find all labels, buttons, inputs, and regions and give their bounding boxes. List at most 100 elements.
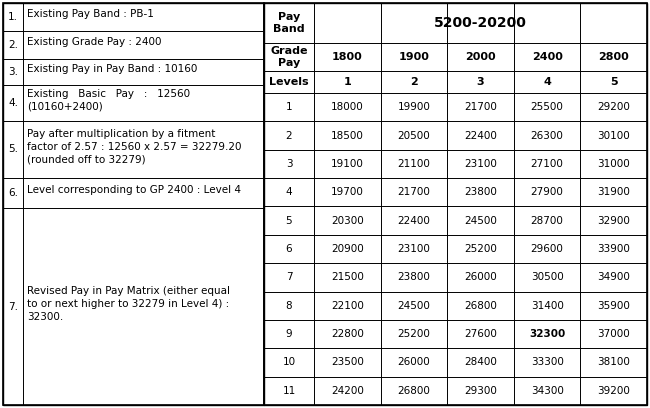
Text: 32300: 32300 [529,329,566,339]
Text: to or next higher to 32279 in Level 4) :: to or next higher to 32279 in Level 4) : [27,299,229,309]
Text: 5200-20200: 5200-20200 [434,16,527,30]
Text: Revised Pay in Pay Matrix (either equal: Revised Pay in Pay Matrix (either equal [27,286,230,296]
Text: 24200: 24200 [331,386,364,396]
Text: 19100: 19100 [331,159,364,169]
Text: Existing   Basic   Pay   :   12560: Existing Basic Pay : 12560 [27,89,190,99]
Text: 33300: 33300 [530,357,564,368]
Text: 21500: 21500 [331,273,364,282]
Text: 9: 9 [286,329,292,339]
Text: 27100: 27100 [530,159,564,169]
Text: 18500: 18500 [331,131,364,140]
Text: 2: 2 [410,77,418,87]
Text: 23100: 23100 [397,244,430,254]
Text: 4: 4 [543,77,551,87]
Text: 23500: 23500 [331,357,364,368]
Text: 24500: 24500 [397,301,430,311]
Text: 29200: 29200 [597,102,630,112]
Text: 21700: 21700 [464,102,497,112]
Bar [514,320,580,348]
Text: 5: 5 [610,77,617,87]
Text: 31000: 31000 [597,159,630,169]
Text: 31900: 31900 [597,187,630,197]
Text: 22400: 22400 [397,216,430,226]
Text: 24500: 24500 [464,216,497,226]
Text: 26300: 26300 [530,131,564,140]
Text: 26000: 26000 [398,357,430,368]
Text: 20500: 20500 [398,131,430,140]
Text: 1: 1 [286,102,292,112]
Text: 7: 7 [286,273,292,282]
Text: Grade
Pay: Grade Pay [270,46,307,68]
Text: factor of 2.57 : 12560 x 2.57 = 32279.20: factor of 2.57 : 12560 x 2.57 = 32279.20 [27,142,242,152]
Text: 30500: 30500 [531,273,564,282]
Text: Existing Grade Pay : 2400: Existing Grade Pay : 2400 [27,38,161,47]
Text: 28700: 28700 [530,216,564,226]
Text: 2.: 2. [8,40,18,50]
Text: 38100: 38100 [597,357,630,368]
Text: Existing Pay in Pay Band : 10160: Existing Pay in Pay Band : 10160 [27,64,198,74]
Text: 28400: 28400 [464,357,497,368]
Bar [3,3,264,405]
Text: Level corresponding to GP 2400 : Level 4: Level corresponding to GP 2400 : Level 4 [27,185,241,195]
Text: 35900: 35900 [597,301,630,311]
Text: 5.: 5. [8,144,18,155]
Text: 34300: 34300 [530,386,564,396]
Text: 29300: 29300 [464,386,497,396]
Text: 11: 11 [282,386,296,396]
Text: 23800: 23800 [397,273,430,282]
Text: 6: 6 [286,244,292,254]
Text: 5: 5 [286,216,292,226]
Text: 23800: 23800 [464,187,497,197]
Text: 10: 10 [283,357,296,368]
Text: 1.: 1. [8,12,18,22]
Text: 1800: 1800 [332,52,363,62]
Text: 31400: 31400 [530,301,564,311]
Text: 2400: 2400 [532,52,562,62]
Text: 33900: 33900 [597,244,630,254]
Text: 37000: 37000 [597,329,630,339]
Text: 25500: 25500 [530,102,564,112]
Text: 20900: 20900 [331,244,364,254]
Text: 7.: 7. [8,302,18,311]
Text: 21100: 21100 [397,159,430,169]
Text: 3: 3 [476,77,484,87]
Text: Pay after multiplication by a fitment: Pay after multiplication by a fitment [27,129,215,139]
Text: 4.: 4. [8,98,18,108]
Text: 18000: 18000 [331,102,364,112]
Text: 22400: 22400 [464,131,497,140]
Text: 2000: 2000 [465,52,496,62]
Text: 29600: 29600 [530,244,564,254]
Text: 26800: 26800 [464,301,497,311]
Text: 1: 1 [343,77,351,87]
Text: 4: 4 [286,187,292,197]
Text: 22800: 22800 [331,329,364,339]
Text: 6.: 6. [8,188,18,198]
Bar [264,3,647,405]
Text: 27900: 27900 [530,187,564,197]
Text: 25200: 25200 [397,329,430,339]
Text: 19900: 19900 [397,102,430,112]
Text: 3.: 3. [8,67,18,77]
Text: 19700: 19700 [331,187,364,197]
Text: 32300.: 32300. [27,312,63,322]
Text: 21700: 21700 [397,187,430,197]
Text: 34900: 34900 [597,273,630,282]
Text: 2800: 2800 [599,52,629,62]
Text: 32900: 32900 [597,216,630,226]
Text: 3: 3 [286,159,292,169]
Text: 23100: 23100 [464,159,497,169]
Text: 25200: 25200 [464,244,497,254]
Bar [3,3,264,405]
Text: 22100: 22100 [331,301,364,311]
Text: (10160+2400): (10160+2400) [27,102,103,112]
Text: 1900: 1900 [398,52,430,62]
Text: 27600: 27600 [464,329,497,339]
Bar [264,3,647,405]
Text: 30100: 30100 [597,131,630,140]
Text: 26800: 26800 [397,386,430,396]
Text: 39200: 39200 [597,386,630,396]
Text: 8: 8 [286,301,292,311]
Text: 2: 2 [286,131,292,140]
Text: Existing Pay Band : PB-1: Existing Pay Band : PB-1 [27,9,154,20]
Text: (rounded off to 32279): (rounded off to 32279) [27,155,146,165]
